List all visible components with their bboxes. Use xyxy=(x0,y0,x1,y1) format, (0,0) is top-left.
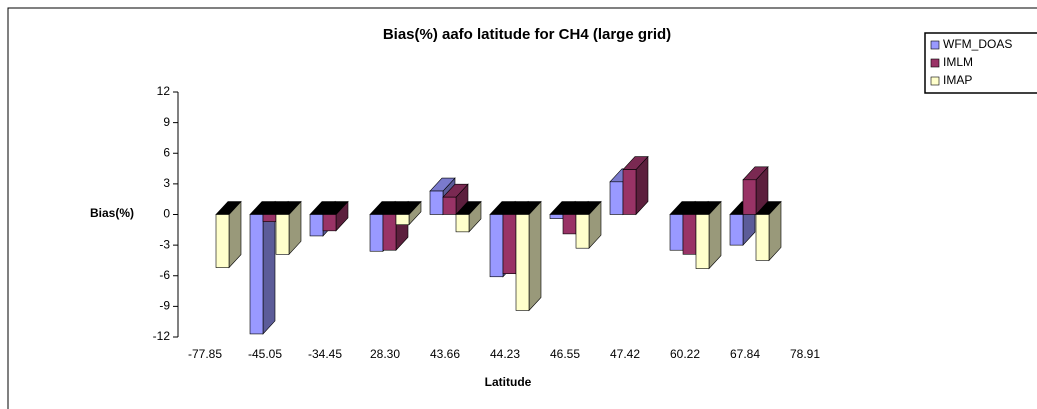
bar xyxy=(682,214,697,255)
bar xyxy=(609,181,624,215)
y-tick-label: -12 xyxy=(153,329,171,343)
y-tick-label: 9 xyxy=(163,115,170,129)
bar xyxy=(275,214,290,255)
legend-swatch xyxy=(930,76,940,86)
y-axis-title: Bias(%) xyxy=(90,206,134,220)
legend-label: IMLM xyxy=(943,55,973,69)
bar xyxy=(395,214,410,226)
y-tick-label: 0 xyxy=(163,207,170,221)
x-tick-label: 43.66 xyxy=(430,347,460,361)
y-tick-label: -6 xyxy=(159,268,170,282)
x-tick-label: -34.45 xyxy=(308,347,342,361)
bar xyxy=(669,214,684,251)
legend: WFM_DOAS IMLM IMAP xyxy=(924,32,1037,94)
bar xyxy=(215,214,230,268)
bar-side xyxy=(528,200,542,312)
y-tick-label: 3 xyxy=(163,176,170,190)
bar xyxy=(369,214,384,252)
x-tick-label: -77.85 xyxy=(188,347,222,361)
bar xyxy=(562,214,577,235)
x-tick-label: 46.55 xyxy=(550,347,580,361)
x-axis-title: Latitude xyxy=(485,375,532,389)
legend-swatch xyxy=(930,58,940,68)
x-tick-label: 44.23 xyxy=(490,347,520,361)
legend-box xyxy=(924,32,1037,94)
x-tick-label: 67.84 xyxy=(730,347,760,361)
bar xyxy=(575,214,590,249)
bar xyxy=(262,214,277,222)
y-tick-label: -3 xyxy=(159,237,170,251)
bar xyxy=(489,214,504,278)
bar xyxy=(455,214,470,233)
bar xyxy=(249,214,264,335)
x-tick-label: 28.30 xyxy=(370,347,400,361)
bar xyxy=(755,214,770,261)
bar xyxy=(309,214,324,237)
x-tick-label: 47.42 xyxy=(610,347,640,361)
legend-label: IMAP xyxy=(943,73,972,87)
legend-label: WFM_DOAS xyxy=(943,37,1012,51)
bar xyxy=(729,214,744,246)
x-tick-label: 78.91 xyxy=(790,347,820,361)
bar xyxy=(622,169,637,215)
chart-title: Bias(%) aafo latitude for CH4 (large gri… xyxy=(383,26,671,43)
legend-swatch xyxy=(930,40,940,50)
bar xyxy=(695,214,710,269)
bar xyxy=(442,196,457,215)
x-tick-label: 60.22 xyxy=(670,347,700,361)
bar xyxy=(549,214,564,219)
bar xyxy=(322,214,337,232)
bar xyxy=(429,190,444,215)
bar xyxy=(515,214,530,311)
y-tick-label: 6 xyxy=(163,145,170,159)
y-tick-label: 12 xyxy=(157,84,171,98)
bar xyxy=(502,214,517,275)
bar xyxy=(742,179,757,215)
x-tick-label: -45.05 xyxy=(248,347,282,361)
y-tick-label: -9 xyxy=(159,299,170,313)
bar xyxy=(382,214,397,251)
